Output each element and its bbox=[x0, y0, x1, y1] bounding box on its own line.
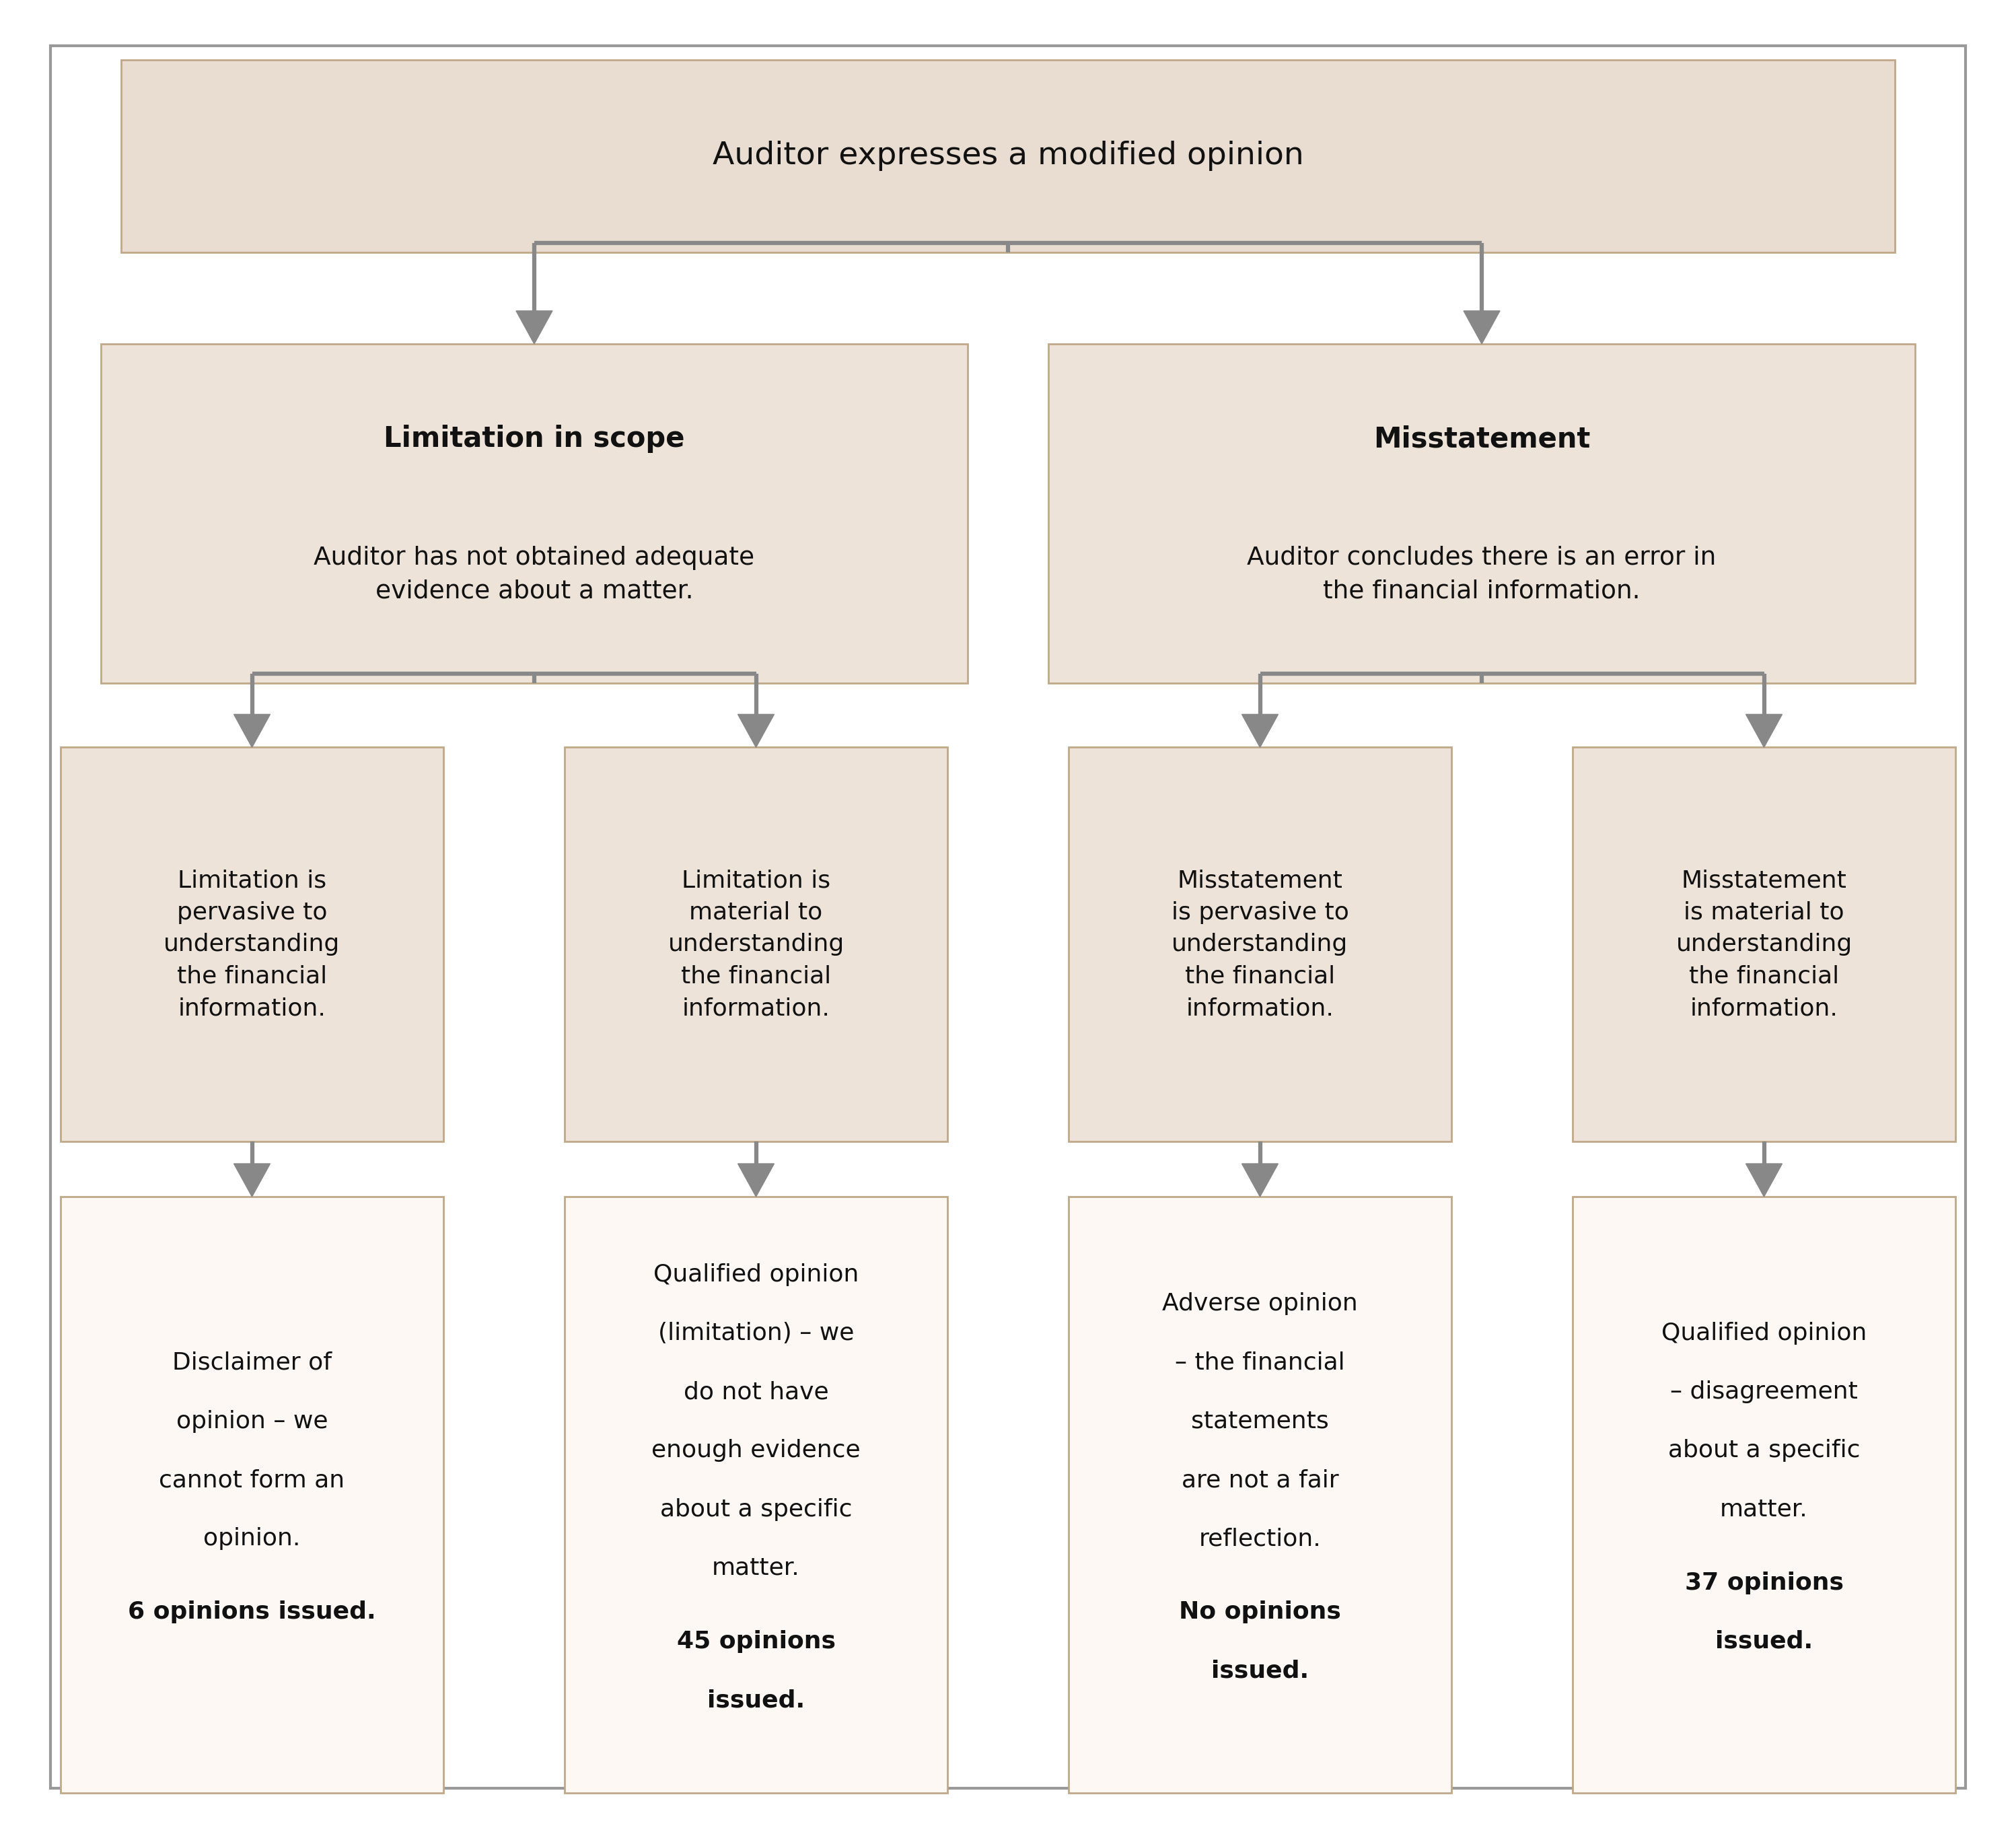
Polygon shape bbox=[234, 1163, 270, 1196]
Text: 45 opinions: 45 opinions bbox=[677, 1630, 835, 1652]
Bar bbox=[564, 1196, 948, 1794]
Text: about a specific: about a specific bbox=[1667, 1440, 1861, 1462]
Bar bbox=[1572, 1196, 1956, 1794]
Text: Adverse opinion: Adverse opinion bbox=[1161, 1293, 1359, 1315]
Text: opinion.: opinion. bbox=[204, 1528, 300, 1550]
Bar bbox=[1048, 345, 1915, 684]
Text: reflection.: reflection. bbox=[1200, 1528, 1320, 1550]
Text: Limitation in scope: Limitation in scope bbox=[383, 425, 685, 453]
Text: about a specific: about a specific bbox=[659, 1498, 853, 1520]
Bar bbox=[564, 748, 948, 1141]
Polygon shape bbox=[738, 1163, 774, 1196]
Polygon shape bbox=[1746, 713, 1782, 748]
Text: issued.: issued. bbox=[1716, 1630, 1812, 1652]
Polygon shape bbox=[1464, 310, 1500, 345]
Text: issued.: issued. bbox=[1212, 1660, 1308, 1682]
Text: Limitation is
pervasive to
understanding
the financial
information.: Limitation is pervasive to understanding… bbox=[163, 869, 341, 1020]
Text: are not a fair: are not a fair bbox=[1181, 1469, 1339, 1491]
Bar bbox=[1068, 748, 1452, 1141]
Text: matter.: matter. bbox=[712, 1557, 800, 1579]
Text: – the financial: – the financial bbox=[1175, 1352, 1345, 1374]
Text: Auditor expresses a modified opinion: Auditor expresses a modified opinion bbox=[712, 141, 1304, 171]
Polygon shape bbox=[1242, 1163, 1278, 1196]
Text: Limitation is
material to
understanding
the financial
information.: Limitation is material to understanding … bbox=[667, 869, 845, 1020]
Bar bbox=[1572, 748, 1956, 1141]
Bar bbox=[1068, 1196, 1452, 1794]
Text: Misstatement
is material to
understanding
the financial
information.: Misstatement is material to understandin… bbox=[1675, 869, 1853, 1020]
Bar bbox=[101, 345, 968, 684]
Bar bbox=[60, 748, 444, 1141]
Text: 37 opinions: 37 opinions bbox=[1685, 1572, 1843, 1594]
Text: No opinions: No opinions bbox=[1179, 1601, 1341, 1623]
Text: Misstatement: Misstatement bbox=[1373, 425, 1591, 453]
Text: 6 opinions issued.: 6 opinions issued. bbox=[127, 1601, 377, 1623]
Polygon shape bbox=[1242, 713, 1278, 748]
Text: do not have: do not have bbox=[683, 1381, 829, 1403]
Bar bbox=[60, 1196, 444, 1794]
Text: – disagreement: – disagreement bbox=[1669, 1381, 1859, 1403]
Text: Disclaimer of: Disclaimer of bbox=[171, 1352, 333, 1374]
Polygon shape bbox=[1746, 1163, 1782, 1196]
Text: (limitation) – we: (limitation) – we bbox=[657, 1322, 855, 1344]
Text: opinion – we: opinion – we bbox=[175, 1410, 329, 1432]
Text: Qualified opinion: Qualified opinion bbox=[1661, 1322, 1867, 1344]
Polygon shape bbox=[234, 713, 270, 748]
Text: enough evidence: enough evidence bbox=[651, 1440, 861, 1462]
Polygon shape bbox=[516, 310, 552, 345]
Text: cannot form an: cannot form an bbox=[159, 1469, 345, 1491]
Text: Misstatement
is pervasive to
understanding
the financial
information.: Misstatement is pervasive to understandi… bbox=[1171, 869, 1349, 1020]
Text: Auditor has not obtained adequate
evidence about a matter.: Auditor has not obtained adequate eviden… bbox=[314, 547, 754, 603]
Bar bbox=[121, 59, 1895, 251]
Polygon shape bbox=[738, 713, 774, 748]
Text: Auditor concludes there is an error in
the financial information.: Auditor concludes there is an error in t… bbox=[1248, 547, 1716, 603]
Text: matter.: matter. bbox=[1720, 1498, 1808, 1520]
Text: Qualified opinion: Qualified opinion bbox=[653, 1264, 859, 1286]
Text: statements: statements bbox=[1191, 1410, 1329, 1432]
Text: issued.: issued. bbox=[708, 1689, 804, 1711]
